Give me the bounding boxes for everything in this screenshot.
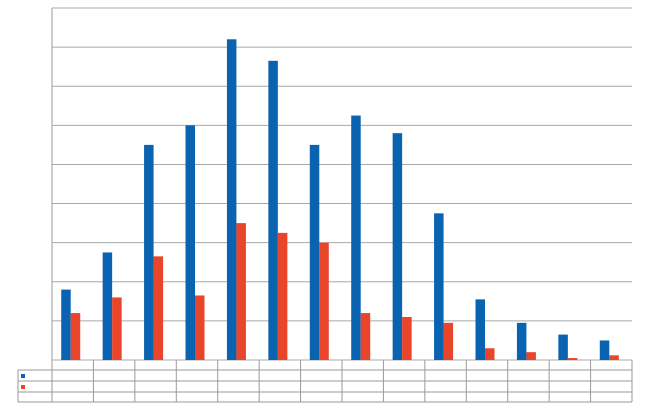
bar [526,352,536,360]
bar [236,223,246,360]
bar [392,133,403,360]
bar [153,256,164,360]
bar [144,144,154,360]
bar [70,313,81,360]
bar [226,39,237,361]
legend-swatch [21,374,25,378]
bar [402,316,412,360]
bar [268,60,278,361]
bar [558,334,568,360]
bar [475,299,485,360]
bar [277,232,288,360]
bar [485,348,495,360]
bar [351,115,361,360]
legend-swatch [21,385,25,389]
bar [61,289,71,360]
data-table [17,359,633,403]
bar [112,297,122,360]
bar [185,125,195,360]
bar [516,322,527,360]
bar [319,242,329,360]
bar [599,340,610,360]
bar [360,313,371,360]
bar [195,295,205,360]
bar [434,213,444,360]
bar [443,322,454,360]
bar [102,252,113,360]
bar [309,144,320,360]
bar [609,355,619,360]
bar [567,358,578,360]
